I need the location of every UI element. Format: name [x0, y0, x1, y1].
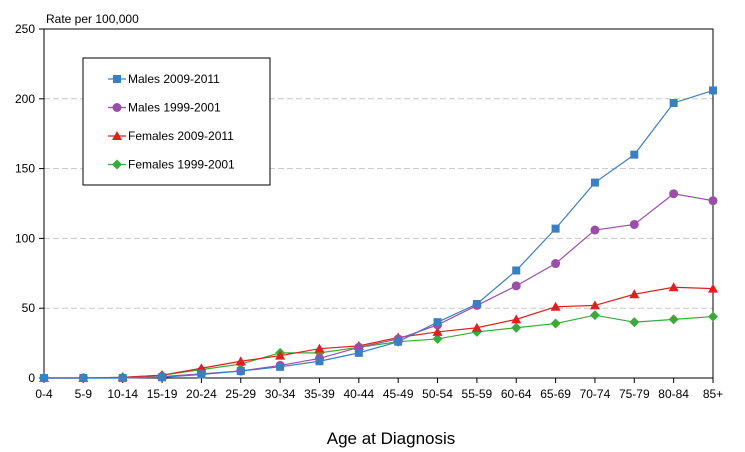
data-point: [512, 266, 521, 275]
legend-item: Females 2009-2011: [108, 129, 234, 143]
data-point: [236, 367, 245, 376]
x-tick-label: 70-74: [580, 387, 611, 401]
data-point: [118, 374, 127, 382]
y-tick-label: 100: [15, 231, 35, 245]
data-point: [511, 314, 522, 324]
series-group: [39, 86, 718, 383]
data-point: [235, 356, 246, 366]
y-tick-label: 150: [15, 162, 35, 176]
data-point: [79, 374, 88, 382]
legend-item: Females 1999-2001: [108, 158, 235, 172]
data-point: [354, 348, 363, 357]
x-tick-label: 5-9: [75, 387, 93, 401]
x-tick-label: 40-44: [343, 387, 374, 401]
data-point: [432, 326, 443, 336]
data-point: [394, 337, 403, 346]
data-point: [158, 373, 167, 382]
y-tick-label: 200: [15, 92, 35, 106]
legend-label: Females 1999-2001: [128, 158, 235, 172]
x-tick-label: 75-79: [619, 387, 650, 401]
legend-label: Males 2009-2011: [128, 72, 220, 86]
data-point: [275, 350, 286, 360]
data-point: [668, 282, 679, 292]
data-point: [669, 189, 679, 199]
legend-marker: [113, 75, 121, 83]
data-point: [511, 322, 522, 333]
series-females-2009-2011: [39, 282, 718, 382]
series-line: [44, 314, 714, 379]
data-point: [197, 370, 206, 379]
x-tick-label: 85+: [703, 387, 723, 401]
y-tick-label: 50: [22, 301, 36, 315]
data-point: [629, 317, 640, 328]
data-point: [551, 259, 561, 269]
legend: Males 2009-2011 Males 1999-2001 Females 20…: [82, 57, 271, 186]
series-line: [44, 193, 714, 379]
data-point: [668, 314, 679, 325]
data-point: [314, 343, 325, 353]
x-tick-label: 80-84: [658, 387, 689, 401]
data-point: [708, 283, 718, 293]
data-point: [315, 357, 324, 366]
legend-label: Males 1999-2001: [128, 101, 221, 115]
data-point: [709, 86, 717, 95]
series-line: [44, 286, 714, 379]
data-point: [630, 150, 639, 159]
x-tick-label: 15-19: [147, 387, 178, 401]
x-axis-label: Age at Diagnosis: [327, 429, 456, 448]
data-point: [590, 225, 600, 235]
series-males-1999-2001: [39, 189, 718, 383]
data-point: [550, 318, 561, 329]
data-point: [708, 196, 718, 206]
legend-marker: [112, 103, 122, 112]
x-tick-label: 20-24: [186, 387, 217, 401]
x-tick-label: 45-49: [383, 387, 414, 401]
data-point: [40, 374, 48, 382]
data-point: [708, 311, 718, 322]
data-point: [551, 224, 560, 233]
data-point: [196, 363, 207, 373]
x-tick-label: 25-29: [225, 387, 256, 401]
y-tick-label: 250: [15, 22, 35, 36]
x-tick-label: 60-64: [501, 387, 532, 401]
data-point: [669, 98, 678, 107]
x-tick-label: 35-39: [304, 387, 335, 401]
x-tick-label: 10-14: [107, 387, 138, 401]
series-line: [44, 89, 714, 379]
data-point: [511, 281, 521, 291]
y-axis-label: Rate per 100,000: [46, 12, 139, 26]
data-point: [629, 289, 640, 299]
data-point: [432, 333, 443, 344]
data-point: [433, 318, 442, 327]
series-females-1999-2001: [39, 310, 718, 383]
data-point: [590, 178, 599, 187]
x-tick-label: 55-59: [462, 387, 493, 401]
legend-marker: [112, 131, 122, 140]
legend-label: Females 2009-2011: [128, 129, 234, 143]
data-point: [589, 300, 600, 310]
x-axis-ticks: 0-4 5-9 10-14 15-19 20-24 25-29 30-34 35-39 40-4…: [35, 378, 723, 401]
x-tick-label: 0-4: [35, 387, 53, 401]
data-point: [589, 310, 600, 321]
y-axis-ticks: 0 50 100 150 200 250: [15, 22, 44, 385]
legend-marker: [112, 159, 122, 170]
legend-item: Males 2009-2011: [108, 72, 220, 86]
series-males-2009-2011: [40, 86, 717, 382]
data-point: [550, 301, 561, 311]
x-tick-label: 65-69: [540, 387, 571, 401]
legend-item: Males 1999-2001: [108, 101, 221, 115]
data-point: [472, 300, 481, 309]
data-point: [471, 322, 482, 332]
data-point: [276, 362, 285, 371]
x-tick-label: 50-54: [422, 387, 453, 401]
data-point: [629, 219, 639, 229]
x-tick-label: 30-34: [265, 387, 296, 401]
y-tick-label: 0: [28, 371, 35, 385]
